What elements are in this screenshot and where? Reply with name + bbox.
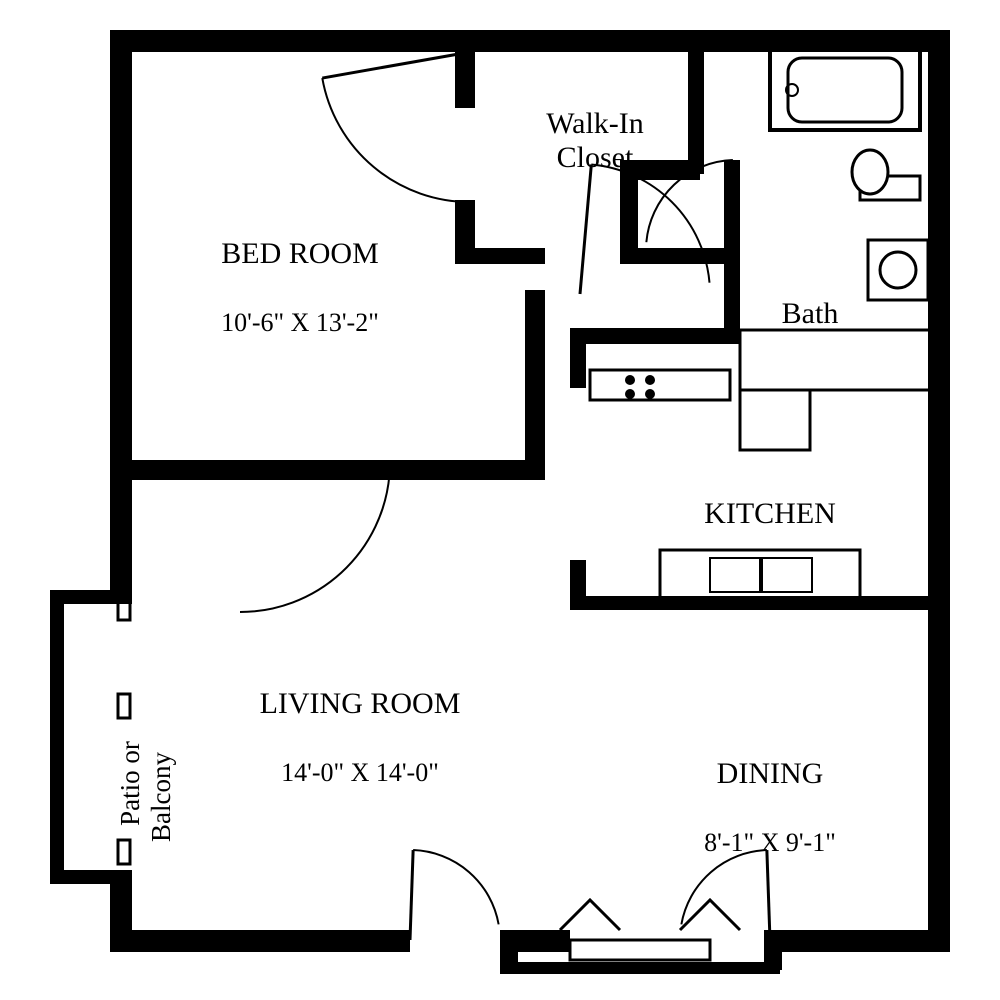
closet-title: Walk-In Closet [500, 107, 690, 176]
bedroom-dim: 10'-6" X 13'-2" [150, 308, 450, 338]
living-room-label: LIVING ROOM 14'-0" X 14'-0" [180, 650, 540, 825]
dining-label: DINING 8'-1" X 9'-1" [640, 720, 900, 895]
dining-title: DINING [640, 757, 900, 792]
kitchen-title: KITCHEN [640, 497, 900, 532]
floor-plan: BED ROOM 10'-6" X 13'-2" Walk-In Closet … [0, 0, 1000, 1000]
living-title: LIVING ROOM [180, 687, 540, 722]
bath-label: Bath [750, 260, 870, 368]
bedroom-label: BED ROOM 10'-6" X 13'-2" [150, 200, 450, 375]
bath-title: Bath [750, 297, 870, 332]
closet-label: Walk-In Closet [500, 70, 690, 213]
living-dim: 14'-0" X 14'-0" [180, 758, 540, 788]
patio-label: Patio or Balcony [84, 741, 208, 853]
kitchen-label: KITCHEN [640, 460, 900, 568]
patio-title: Patio or Balcony [115, 741, 176, 842]
dining-dim: 8'-1" X 9'-1" [640, 828, 900, 858]
bedroom-title: BED ROOM [150, 237, 450, 272]
